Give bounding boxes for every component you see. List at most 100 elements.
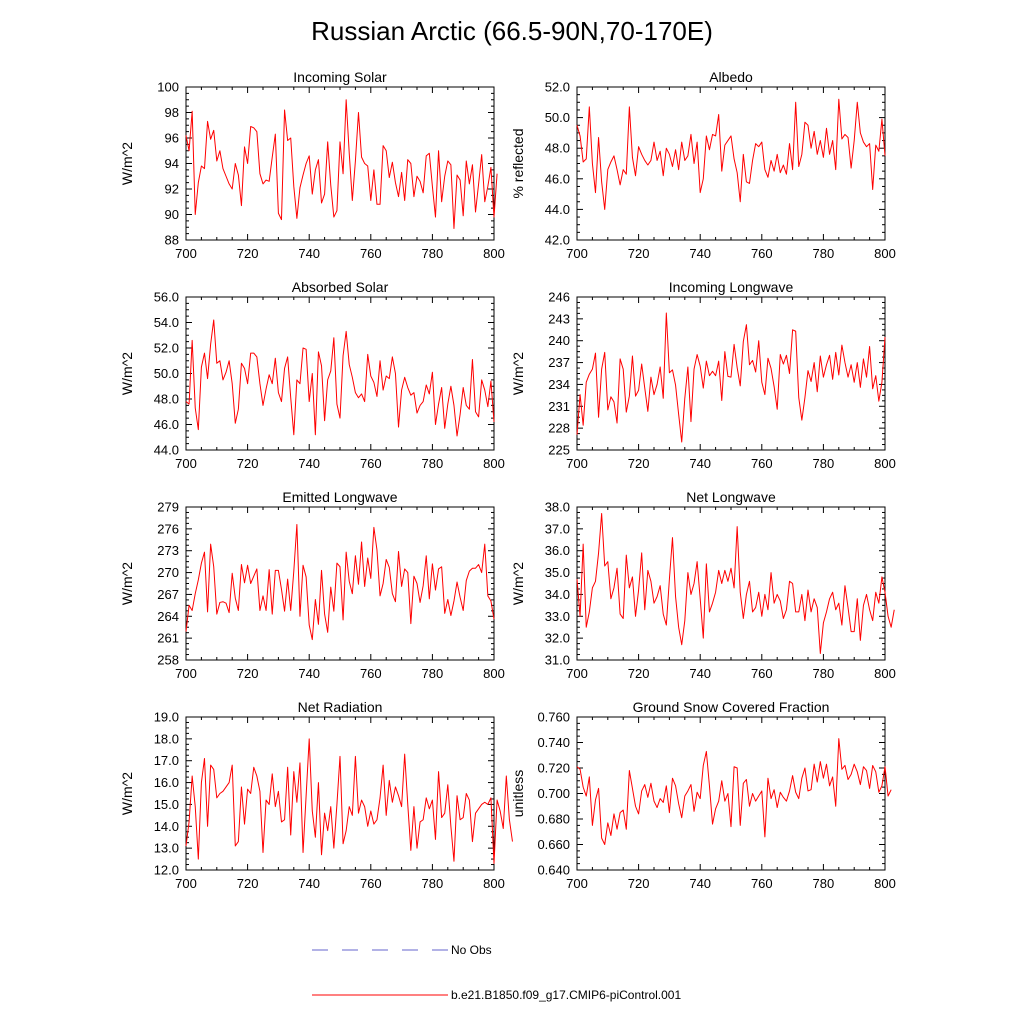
x-tick-label: 740 — [298, 876, 320, 891]
y-tick-label: 33.0 — [545, 609, 570, 624]
y-tick-label: 88 — [165, 233, 179, 248]
panel-incoming-longwave-series-line — [576, 312, 886, 443]
panel-incoming-solar-title: Incoming Solar — [293, 69, 387, 85]
y-tick-label: 273 — [157, 543, 179, 558]
y-tick-label: 90 — [165, 207, 179, 222]
x-tick-label: 700 — [566, 456, 588, 471]
y-tick-label: 0.720 — [537, 761, 570, 776]
x-tick-label: 740 — [689, 246, 711, 261]
legend-model-label: b.e21.B1850.f09_g17.CMIP6-piControl.001 — [451, 988, 681, 1002]
y-tick-label: 12.0 — [154, 863, 179, 878]
x-tick-label: 800 — [483, 876, 505, 891]
y-tick-label: 16.0 — [154, 775, 179, 790]
y-tick-label: 237 — [548, 355, 570, 370]
panel-ground-snow-covered-fraction-title: Ground Snow Covered Fraction — [633, 699, 830, 715]
x-tick-label: 800 — [874, 876, 896, 891]
y-tick-label: 46.0 — [154, 417, 179, 432]
y-tick-label: 94 — [165, 156, 179, 171]
y-tick-label: 279 — [157, 500, 179, 515]
panel-emitted-longwave: 700 720 740 760 780 800 258 261 264 267 270 273 276 2… — [119, 489, 505, 681]
x-tick-label: 760 — [751, 246, 773, 261]
y-tick-label: 240 — [548, 333, 570, 348]
panel-grid: 700 720 740 760 780 800 88 90 92 94 96 98 100 Incomin… — [119, 69, 896, 891]
y-tick-label: 50.0 — [545, 110, 570, 125]
x-tick-label: 740 — [298, 666, 320, 681]
x-tick-label: 780 — [813, 246, 835, 261]
y-tick-label: 31.0 — [545, 653, 570, 668]
panel-emitted-longwave-title: Emitted Longwave — [282, 489, 397, 505]
x-tick-label: 720 — [237, 666, 259, 681]
panel-net-longwave-title: Net Longwave — [686, 489, 776, 505]
y-tick-label: 48.0 — [154, 392, 179, 407]
panel-net-longwave: 700 720 740 760 780 800 31.0 32.0 33.0 34.0 35.0 36… — [510, 489, 896, 681]
panel-incoming-longwave-ylabel: W/m^2 — [510, 352, 526, 395]
y-tick-label: 34.0 — [545, 587, 570, 602]
x-tick-label: 720 — [237, 876, 259, 891]
y-tick-label: 98 — [165, 105, 179, 120]
y-tick-label: 44.0 — [545, 202, 570, 217]
panel-net-radiation-series-line — [185, 738, 513, 864]
panel-absorbed-solar: 700 720 740 760 780 800 44.0 46.0 48.0 50.0 52.0 54… — [119, 279, 505, 471]
x-tick-label: 800 — [874, 246, 896, 261]
panel-ground-snow-covered-fraction-ylabel: unitless — [510, 770, 526, 817]
panel-net-radiation-ylabel: W/m^2 — [119, 772, 135, 815]
panel-emitted-longwave-ylabel: W/m^2 — [119, 562, 135, 605]
x-tick-label: 800 — [483, 456, 505, 471]
panel-emitted-longwave-series-line — [185, 523, 495, 641]
panel-incoming-solar-frame — [185, 86, 495, 241]
panel-incoming-solar-series-line — [185, 99, 498, 230]
x-tick-label: 700 — [175, 876, 197, 891]
x-tick-label: 740 — [689, 876, 711, 891]
y-tick-label: 243 — [548, 311, 570, 326]
panel-incoming-longwave: 700 720 740 760 780 800 225 228 231 234 237 240 243 2… — [510, 279, 896, 471]
y-tick-label: 276 — [157, 521, 179, 536]
y-tick-label: 96 — [165, 131, 179, 146]
panel-albedo-title: Albedo — [709, 69, 753, 85]
y-tick-label: 37.0 — [545, 521, 570, 536]
x-tick-label: 760 — [751, 876, 773, 891]
y-tick-label: 0.700 — [537, 786, 570, 801]
y-tick-label: 17.0 — [154, 753, 179, 768]
x-tick-label: 780 — [422, 246, 444, 261]
y-tick-label: 92 — [165, 182, 179, 197]
x-tick-label: 780 — [422, 456, 444, 471]
x-tick-label: 760 — [360, 456, 382, 471]
x-tick-label: 720 — [628, 666, 650, 681]
y-tick-label: 15.0 — [154, 797, 179, 812]
x-tick-label: 740 — [689, 666, 711, 681]
y-tick-label: 38.0 — [545, 500, 570, 515]
panel-albedo-series-line — [576, 98, 886, 210]
y-tick-label: 246 — [548, 290, 570, 305]
panel-ground-snow-covered-fraction-series-line — [576, 738, 892, 845]
y-tick-label: 32.0 — [545, 631, 570, 646]
panel-ground-snow-covered-fraction: 700 720 740 760 780 800 0.640 0.660 0.680 0.700 0.… — [510, 699, 896, 891]
y-tick-label: 261 — [157, 631, 179, 646]
x-tick-label: 760 — [360, 876, 382, 891]
panel-absorbed-solar-title: Absorbed Solar — [292, 279, 389, 295]
y-tick-label: 36.0 — [545, 543, 570, 558]
x-tick-label: 800 — [483, 666, 505, 681]
y-tick-label: 0.680 — [537, 812, 570, 827]
x-tick-label: 720 — [628, 876, 650, 891]
x-tick-label: 700 — [175, 456, 197, 471]
y-tick-label: 100 — [157, 80, 179, 95]
y-tick-label: 48.0 — [545, 141, 570, 156]
panel-incoming-solar: 700 720 740 760 780 800 88 90 92 94 96 98 100 Incomin… — [119, 69, 505, 261]
y-tick-label: 19.0 — [154, 710, 179, 725]
x-tick-label: 800 — [483, 246, 505, 261]
x-tick-label: 780 — [813, 456, 835, 471]
x-tick-label: 800 — [874, 666, 896, 681]
y-tick-label: 52.0 — [545, 80, 570, 95]
x-tick-label: 700 — [566, 876, 588, 891]
panel-net-radiation: 700 720 740 760 780 800 12.0 13.0 14.0 15.0 16.0 17… — [119, 699, 513, 891]
panel-incoming-longwave-title: Incoming Longwave — [669, 279, 794, 295]
y-tick-label: 225 — [548, 443, 570, 458]
panel-net-radiation-title: Net Radiation — [298, 699, 383, 715]
x-tick-label: 800 — [874, 456, 896, 471]
panel-emitted-longwave-frame — [185, 506, 495, 661]
x-tick-label: 740 — [298, 456, 320, 471]
y-tick-label: 14.0 — [154, 819, 179, 834]
legend: No Obs b.e21.B1850.f09_g17.CMIP6-piContr… — [312, 943, 681, 1002]
panel-albedo: 700 720 740 760 780 800 42.0 44.0 46.0 48.0 50.0 52… — [510, 69, 896, 261]
